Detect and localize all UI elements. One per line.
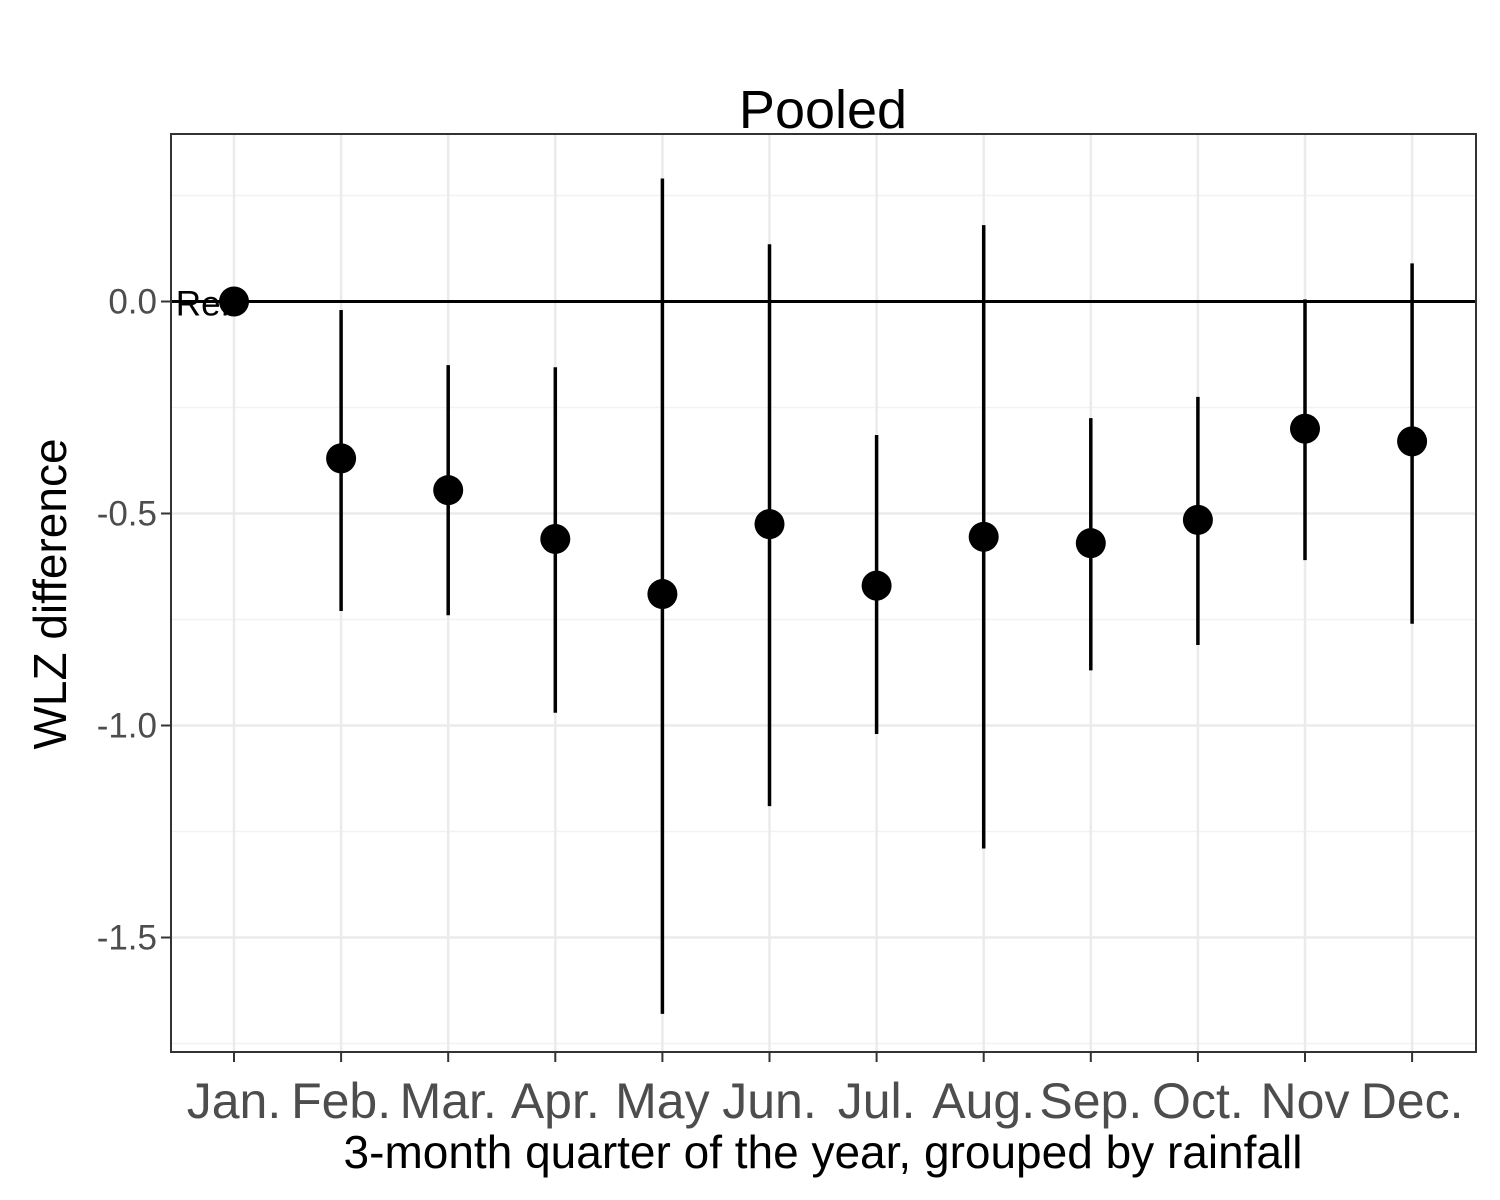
y-axis-title: WLZ difference	[24, 438, 76, 749]
y-tick-label: -0.5	[97, 494, 157, 533]
y-tick-label: -1.0	[97, 707, 157, 746]
chart-title: Pooled	[739, 80, 907, 140]
data-point-may	[647, 579, 678, 610]
x-tick-label: Apr.	[511, 1073, 600, 1129]
x-tick-label: Jun.	[722, 1073, 817, 1129]
data-point-jul	[861, 570, 892, 601]
y-tick-label: 0.0	[108, 282, 157, 321]
data-point-aug	[968, 521, 999, 552]
x-tick-label: May	[615, 1073, 709, 1129]
data-point-apr	[540, 523, 571, 554]
data-point-oct	[1182, 504, 1213, 535]
x-tick-label: Jul.	[838, 1073, 916, 1129]
x-axis-title: 3-month quarter of the year, grouped by …	[344, 1126, 1303, 1178]
x-axis-ticks: Jan. Feb. Mar. Apr. May Jun. Jul. Aug. Sep. Oct. N…	[187, 1052, 1464, 1129]
plot-panel-border	[170, 133, 1477, 1053]
data-point-feb	[326, 443, 357, 474]
y-axis-ticks: 0.0 -0.5 -1.0 -1.5	[97, 282, 171, 958]
x-tick-label: Aug.	[932, 1073, 1035, 1129]
y-tick-label: -1.5	[97, 919, 157, 958]
data-point-jun	[754, 509, 785, 540]
x-tick-label: Nov	[1261, 1073, 1350, 1129]
data-point-mar	[433, 475, 464, 506]
x-tick-label: Sep.	[1039, 1073, 1142, 1129]
data-point-nov	[1290, 413, 1320, 444]
x-tick-label: Mar.	[400, 1073, 497, 1129]
data-point-jan	[219, 286, 249, 317]
x-tick-label: Feb.	[291, 1073, 391, 1129]
x-tick-label: Jan.	[187, 1073, 282, 1129]
x-tick-label: Oct.	[1152, 1073, 1244, 1129]
x-tick-label: Dec.	[1361, 1073, 1464, 1129]
data-points	[219, 286, 1428, 610]
data-point-sep	[1075, 528, 1106, 559]
data-point-dec	[1397, 426, 1428, 457]
